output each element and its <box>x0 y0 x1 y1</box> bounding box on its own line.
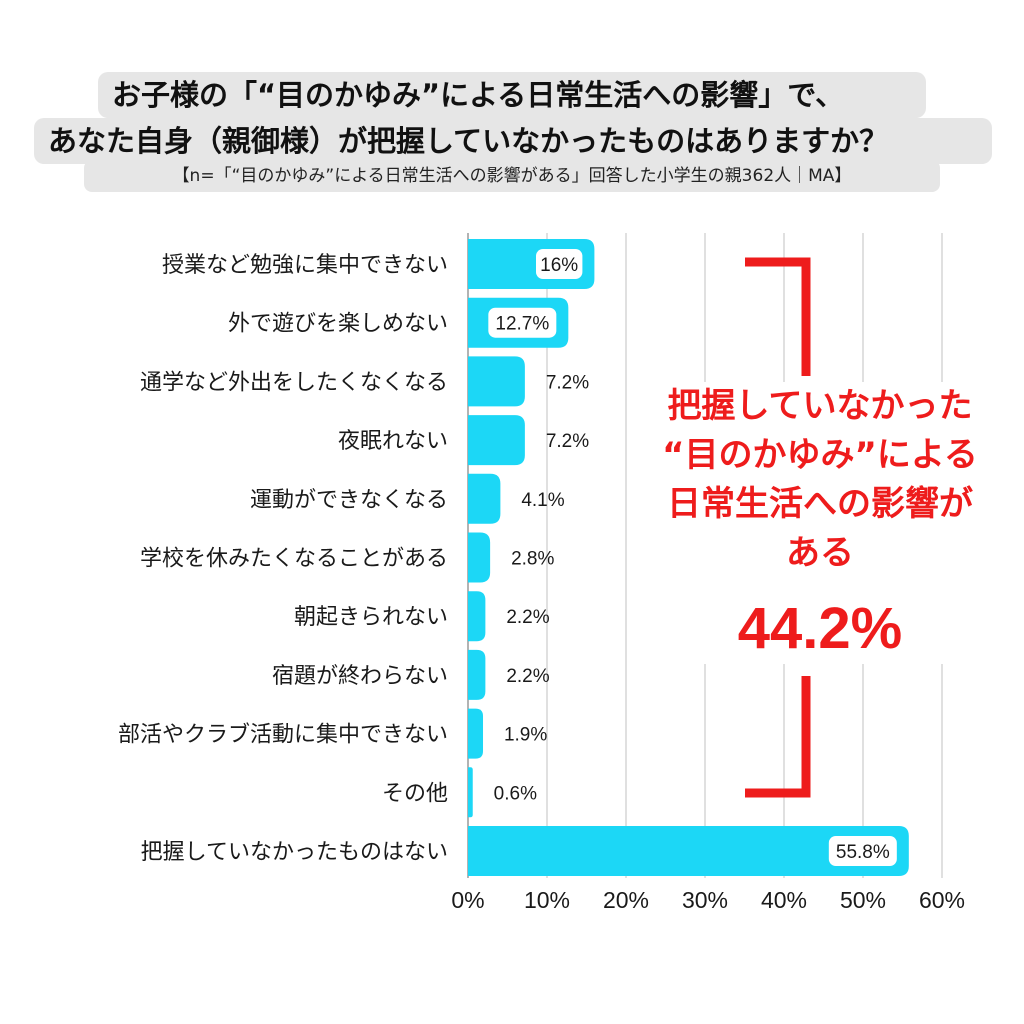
value-label-box <box>488 307 557 338</box>
x-tick-label: 30% <box>682 887 728 913</box>
bracket-bottom <box>745 676 811 798</box>
category-label: 運動ができなくなる <box>250 488 448 513</box>
x-tick-label: 40% <box>761 887 807 913</box>
bracket-top <box>745 257 811 376</box>
value-label: 4.1% <box>521 490 564 511</box>
x-tick-label: 20% <box>603 887 649 913</box>
bar <box>468 826 909 876</box>
value-label: 7.2% <box>546 431 589 452</box>
x-tick-label: 50% <box>840 887 886 913</box>
bar <box>468 591 486 642</box>
category-label: 外で遊びを楽しめない <box>228 312 448 337</box>
category-label: その他 <box>382 781 448 806</box>
value-labels: 16% 12.7% 7.2% 7.2% 4.1% 2.8% 2.2% 2.2% 1.9% 0.6%… <box>488 249 897 866</box>
value-label: 0.6% <box>494 783 537 804</box>
bar <box>468 415 525 466</box>
x-tick-label: 0% <box>451 887 484 913</box>
chart-title-line-2: あなた自身（親御様）が把握していなかったものはありますか？ <box>34 118 992 164</box>
bar <box>468 708 484 759</box>
bar <box>468 649 486 700</box>
bar <box>468 356 525 407</box>
category-label: 宿題が終わらない <box>272 664 448 689</box>
callout-box: 把握していなかった “目のかゆみ”による 日常生活への影響が ある 44.2% <box>640 382 1000 664</box>
chart-title-line-1: お子様の「“目のかゆみ”による日常生活への影響」で、 <box>98 72 926 118</box>
x-axis-ticks: 0% 10% 20% 30% 40% 50% 60% <box>451 887 965 913</box>
category-label: 授業など勉強に集中できない <box>162 253 448 278</box>
value-label: 2.8% <box>511 549 554 570</box>
category-label: 学校を休みたくなることがある <box>140 547 448 572</box>
bar <box>468 473 501 524</box>
value-label: 7.2% <box>546 372 589 393</box>
category-label: 夜眠れない <box>338 429 448 454</box>
value-label: 12.7% <box>495 314 549 335</box>
category-label: 把握していなかったものはない <box>141 840 448 865</box>
value-label: 2.2% <box>506 666 549 687</box>
value-label-box <box>828 836 897 866</box>
value-label: 55.8% <box>836 842 890 863</box>
category-labels: 授業など勉強に集中できない外で遊びを楽しめない通学など外出をしたくなくなる夜眠れ… <box>118 253 448 865</box>
value-label-box <box>536 249 583 279</box>
value-label: 16% <box>540 255 578 276</box>
callout-text: 把握していなかった “目のかゆみ”による 日常生活への影響が ある <box>662 386 978 573</box>
bar <box>468 767 473 818</box>
bar <box>468 532 491 583</box>
callout-percentage: 44.2% <box>737 596 903 661</box>
value-label: 1.9% <box>504 725 547 746</box>
category-label: 通学など外出をしたくなくなる <box>140 370 448 395</box>
x-tick-label: 10% <box>524 887 570 913</box>
category-label: 朝起きられない <box>294 605 448 630</box>
category-label: 部活やクラブ活動に集中できない <box>118 723 448 748</box>
value-label: 2.2% <box>506 607 549 628</box>
x-tick-label: 60% <box>919 887 965 913</box>
chart-subtitle: 【n=「“目のかゆみ”による日常生活への影響がある」回答した小学生の親362人｜… <box>84 160 940 192</box>
callout-bracket <box>745 257 811 798</box>
